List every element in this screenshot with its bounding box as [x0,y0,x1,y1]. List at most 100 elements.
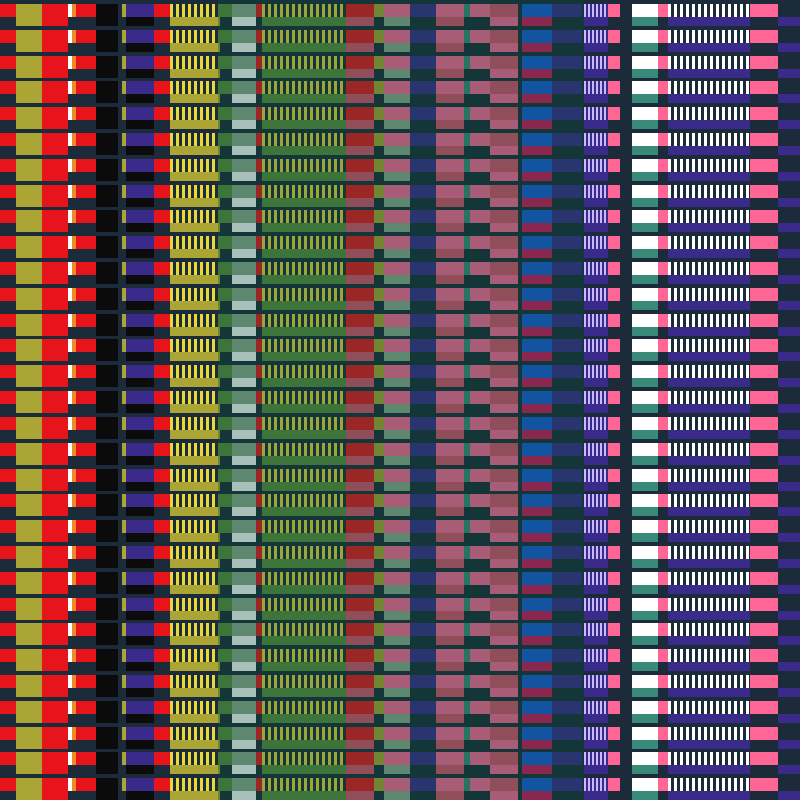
stripe-segment [16,455,42,465]
stripe-segment [750,752,778,766]
stripe-segment [126,507,154,517]
stripe-segment [584,713,608,723]
stripe-segment [658,339,668,353]
stripe-segment [0,94,16,104]
stripe-segment [76,649,96,663]
stripe-segment [126,300,154,310]
stripe-segment [232,442,256,456]
stripe-segment [374,55,384,69]
stripe-segment [0,287,16,301]
stripe-segment [658,313,668,327]
stripe-segment [42,29,68,43]
stripe-segment [750,739,778,749]
stripe-segment [68,778,72,792]
stripe-segment [72,752,76,766]
stripe-segment [42,42,68,52]
stripe-segment [584,4,608,17]
stripe-segment [778,739,800,749]
stripe-segment [126,275,154,285]
stripe-segment [232,778,256,792]
stripe-segment [42,416,68,430]
stripe-segment [218,391,232,405]
stripe-segment [170,236,220,250]
stripe-segment [374,597,384,611]
stripe-segment [750,571,778,585]
stripe-segment [436,791,464,800]
stripe-segment [384,558,410,568]
stripe-segment [668,158,750,172]
stripe-segment [584,378,608,388]
stripe-segment [668,352,750,362]
stripe-segment [668,42,750,52]
stripe-segment [778,791,800,800]
stripe-segment [170,197,220,207]
stripe-segment [658,649,668,663]
stripe-segment [750,313,778,327]
stripe-segment [170,4,220,17]
stripe-segment [490,81,518,95]
stripe-segment [262,352,346,362]
stripe-segment [778,171,800,181]
stripe-segment [522,81,552,95]
stripe-segment [374,545,384,559]
stripe-segment [72,313,76,327]
stripe-segment [584,171,608,181]
stripe-segment [750,210,778,224]
stripe-segment [750,17,778,26]
stripe-segment [522,29,552,43]
stripe-segment [0,520,16,534]
stripe-segment [232,713,256,723]
stripe-segment [668,571,750,585]
stripe-segment [346,326,374,336]
stripe-segment [410,623,436,637]
stripe-segment [232,275,256,285]
stripe-segment [256,107,262,121]
stripe-segment [232,81,256,95]
stripe-segment [42,210,68,224]
stripe-segment [490,107,518,121]
stripe-segment [464,81,470,95]
stripe-segment [470,545,490,559]
stripe-segment [522,636,552,646]
stripe-segment [0,313,16,327]
stripe-segment [170,494,220,508]
stripe-segment [668,610,750,620]
stripe-segment [522,662,552,672]
stripe-segment [384,468,410,482]
stripe-segment [464,287,470,301]
stripe-segment [436,674,464,688]
stripe-segment [42,262,68,276]
stripe-segment [608,752,620,766]
stripe-segment [218,674,232,688]
stripe-segment [470,494,490,508]
stripe-segment [436,313,464,327]
stripe-segment [262,313,346,327]
stripe-segment [72,4,76,17]
stripe-segment [346,558,374,568]
stripe-segment [16,404,42,414]
stripe-segment [72,597,76,611]
stripe-segment [346,571,374,585]
stripe-segment [0,416,16,430]
stripe-segment [16,55,42,69]
stripe-segment [68,391,72,405]
stripe-segment [170,94,220,104]
stripe-segment [68,365,72,379]
stripe-segment [778,326,800,336]
stripe-segment [232,687,256,697]
stripe-segment [750,365,778,379]
stripe-segment [170,791,220,800]
stripe-segment [584,442,608,456]
stripe-segment [262,481,346,491]
stripe-segment [122,623,126,637]
stripe-segment [232,391,256,405]
stripe-segment [122,339,126,353]
stripe-segment [522,791,552,800]
stripe-row [0,81,800,107]
stripe-row [0,520,800,546]
stripe-segment [750,429,778,439]
stripe-segment [668,262,750,276]
stripe-segment [464,29,470,43]
stripe-segment [96,726,118,740]
stripe-segment [122,158,126,172]
